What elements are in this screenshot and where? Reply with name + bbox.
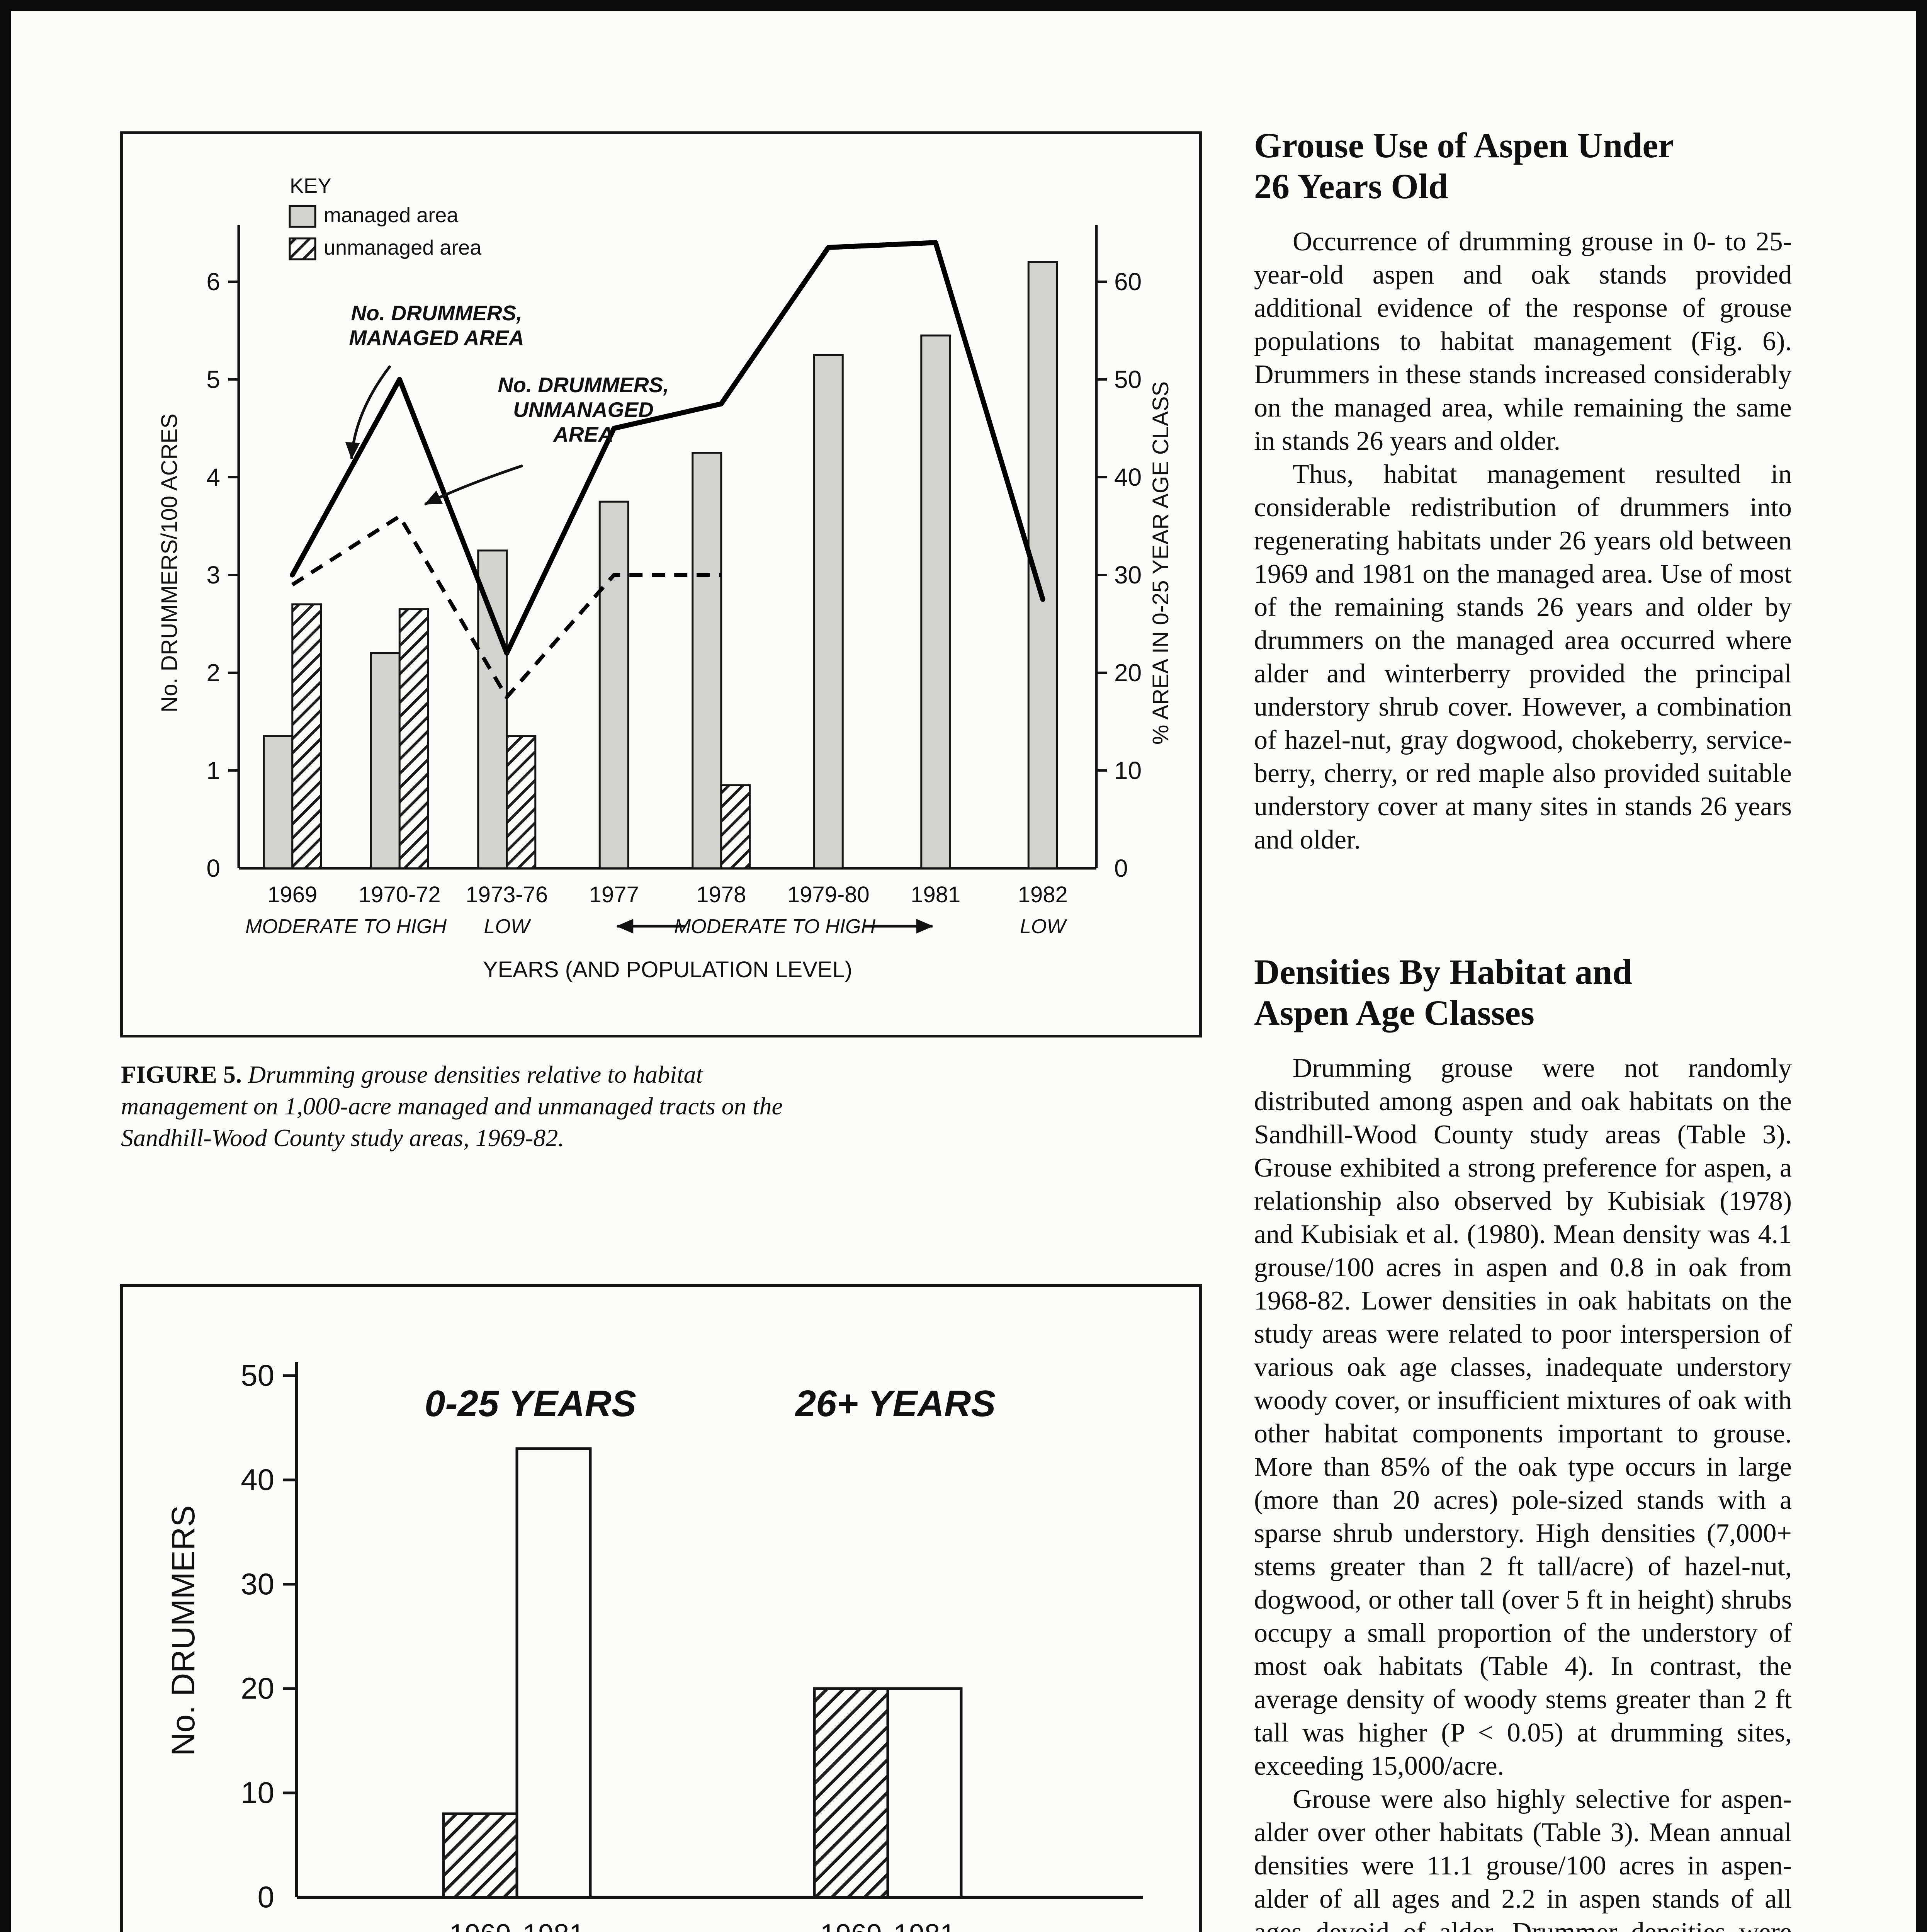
- fig6-axes: [295, 1362, 1143, 1899]
- fig5-bar-managed-1969: [263, 735, 294, 869]
- fig5-bars: [263, 261, 1058, 869]
- fig5-key-label: managed area: [324, 204, 459, 227]
- fig5-key-label: unmanaged area: [324, 236, 482, 259]
- fig5-bar-managed-1973-76: [477, 549, 508, 869]
- fig5-bar-managed-1979-80: [813, 354, 844, 869]
- svg-text:MODERATE TO HIGH: MODERATE TO HIGH: [674, 915, 875, 938]
- fig5-line-managed: [290, 240, 1045, 656]
- fig6-bar-g0-1981: [515, 1447, 592, 1899]
- fig5-bar-unmanaged-1978: [720, 784, 751, 869]
- fig5-bar-unmanaged-1969: [291, 603, 322, 869]
- svg-text:1979-80: 1979-80: [787, 882, 870, 907]
- fig6-group-title-0: 0-25 YEARS: [425, 1383, 636, 1424]
- fig5-key-title: KEY: [290, 174, 331, 197]
- fig5-population-levels: MODERATE TO HIGH LOW MODERATE TO HIGH LOW: [245, 915, 1067, 938]
- svg-text:2: 2: [206, 659, 220, 687]
- svg-text:UNMANAGED: UNMANAGED: [513, 398, 654, 422]
- fig5-right-axis-title: % AREA IN 0-25 YEAR AGE CLASS: [1148, 381, 1173, 745]
- svg-text:1982: 1982: [1018, 882, 1068, 907]
- fig5-bar-managed-1978: [692, 452, 722, 869]
- svg-text:50: 50: [1114, 366, 1142, 393]
- svg-text:No. DRUMMERS,: No. DRUMMERS,: [498, 373, 669, 397]
- fig5-left-axis-title: No. DRUMMERS/100 ACRES: [157, 413, 182, 713]
- fig5-bar-managed-1970-72: [370, 652, 401, 869]
- paragraph-densities-1: Drumming grouse were not randomly distri…: [1254, 1053, 1792, 1781]
- fig6-group-1: 1969 1981 26+ YEARS: [795, 1383, 996, 1932]
- svg-text:1: 1: [206, 757, 220, 784]
- paragraph-grouse-use-2: Thus, habitat management resulted in con…: [1254, 459, 1792, 855]
- svg-text:60: 60: [1114, 268, 1142, 296]
- svg-text:1978: 1978: [696, 882, 746, 907]
- fig5-key: KEY managed area unmanaged area: [289, 174, 482, 260]
- svg-text:1969: 1969: [267, 882, 317, 907]
- svg-text:MODERATE TO HIGH: MODERATE TO HIGH: [245, 915, 447, 938]
- svg-text:10: 10: [241, 1776, 274, 1810]
- svg-text:1981: 1981: [911, 882, 960, 907]
- fig5-line-unmanaged: [291, 514, 721, 699]
- fig6-group-0: 1969 1981 0-25 YEARS: [425, 1383, 636, 1932]
- fig5-key-swatch-solid: [289, 205, 316, 228]
- fig6-bar-label-1969: 1969: [820, 1919, 882, 1932]
- heading-densities-by-habitat: Densities By Habitat and Aspen Age Class…: [1254, 952, 1632, 1032]
- svg-text:0: 0: [1114, 854, 1128, 882]
- svg-text:20: 20: [241, 1671, 274, 1705]
- svg-text:3: 3: [206, 561, 220, 589]
- figure5-caption-text: Drumming grouse densities relative to ha…: [121, 1061, 783, 1151]
- svg-text:30: 30: [241, 1567, 274, 1601]
- paragraph-densities-2: Grouse were also highly selective for as…: [1254, 1784, 1792, 1932]
- figure6-chart: 0 10 20 30 40 50 No. DRUMMERS 1969 1981 0-25 YEAR…: [120, 1284, 1202, 1932]
- svg-text:6: 6: [206, 268, 220, 296]
- figure6-svg: 0 10 20 30 40 50 No. DRUMMERS 1969 1981 0-25 YEAR…: [165, 1358, 1143, 1932]
- fig6-bar-g1-1969: [813, 1687, 889, 1899]
- svg-text:AREA: AREA: [552, 422, 613, 446]
- fig5-bar-managed-1977: [598, 500, 629, 869]
- figure5-chart: 0 1 2 3 4 5 6 0 10 20 30 40 50 60 KEY managed area unman…: [120, 131, 1202, 1037]
- svg-text:0: 0: [258, 1880, 274, 1914]
- svg-text:LOW: LOW: [1020, 915, 1067, 938]
- fig6-bar-label-1981: 1981: [523, 1919, 585, 1932]
- svg-text:No. DRUMMERS,: No. DRUMMERS,: [351, 301, 522, 325]
- svg-text:1970-72: 1970-72: [359, 882, 441, 907]
- fig5-key-swatch-hatched: [289, 237, 316, 260]
- svg-text:1977: 1977: [589, 882, 639, 907]
- fig6-y-axis-title: No. DRUMMERS: [165, 1505, 201, 1756]
- fig6-bar-g0-1969: [442, 1812, 518, 1899]
- fig5-bar-unmanaged-1973-76: [506, 735, 537, 869]
- article-column: Grouse Use of Aspen Under 26 Years Old O…: [1254, 125, 1792, 1932]
- figure5-caption-label: FIGURE 5.: [121, 1061, 242, 1088]
- svg-text:50: 50: [241, 1358, 274, 1392]
- svg-text:10: 10: [1114, 757, 1142, 784]
- fig6-group-title-1: 26+ YEARS: [795, 1383, 996, 1424]
- fig6-bar-g1-1981: [886, 1687, 963, 1899]
- fig5-bar-unmanaged-1970-72: [398, 608, 429, 869]
- svg-text:30: 30: [1114, 561, 1142, 589]
- fig6-bar-label-1969: 1969: [449, 1919, 511, 1932]
- heading-grouse-use-of-aspen: Grouse Use of Aspen Under 26 Years Old: [1254, 126, 1674, 206]
- svg-text:0: 0: [206, 854, 220, 882]
- figure5-caption: FIGURE 5. Drumming grouse densities rela…: [121, 1059, 832, 1154]
- fig5-x-labels: 1969 1970-72 1973-76 1977 1978 1979-80 1981 198…: [267, 882, 1068, 907]
- fig5-x-axis-title: YEARS (AND POPULATION LEVEL): [483, 957, 852, 982]
- svg-text:40: 40: [1114, 463, 1142, 491]
- svg-text:LOW: LOW: [484, 915, 532, 938]
- fig5-bar-managed-1981: [920, 334, 951, 869]
- svg-text:MANAGED AREA: MANAGED AREA: [349, 326, 524, 350]
- svg-text:40: 40: [241, 1463, 274, 1497]
- svg-text:1973-76: 1973-76: [466, 882, 548, 907]
- svg-text:5: 5: [206, 366, 220, 393]
- svg-text:20: 20: [1114, 659, 1142, 687]
- fig6-tick-labels: 0 10 20 30 40 50: [241, 1358, 297, 1914]
- fig6-bar-label-1981: 1981: [894, 1919, 955, 1932]
- paragraph-grouse-use-1: Occurrence of drumming grouse in 0- to 2…: [1254, 227, 1792, 456]
- svg-text:4: 4: [206, 463, 220, 491]
